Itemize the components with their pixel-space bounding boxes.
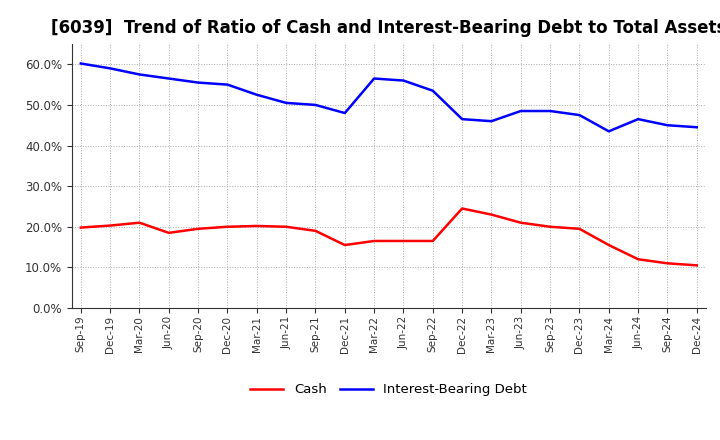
Title: [6039]  Trend of Ratio of Cash and Interest-Bearing Debt to Total Assets: [6039] Trend of Ratio of Cash and Intere… <box>51 19 720 37</box>
Interest-Bearing Debt <box>605 128 613 134</box>
Interest-Bearing Debt <box>311 102 320 107</box>
Line: Interest-Bearing Debt: Interest-Bearing Debt <box>81 63 697 131</box>
Cash <box>76 225 85 230</box>
Interest-Bearing Debt <box>223 82 232 87</box>
Cash <box>458 206 467 211</box>
Cash <box>253 224 261 229</box>
Interest-Bearing Debt <box>76 61 85 66</box>
Cash <box>546 224 554 229</box>
Interest-Bearing Debt <box>487 118 496 124</box>
Cash <box>663 260 672 266</box>
Interest-Bearing Debt <box>106 66 114 71</box>
Cash <box>164 230 173 235</box>
Interest-Bearing Debt <box>253 92 261 97</box>
Cash <box>487 212 496 217</box>
Interest-Bearing Debt <box>164 76 173 81</box>
Cash <box>194 226 202 231</box>
Interest-Bearing Debt <box>663 123 672 128</box>
Cash <box>516 220 525 225</box>
Cash <box>223 224 232 229</box>
Cash <box>341 242 349 248</box>
Interest-Bearing Debt <box>575 113 584 118</box>
Cash <box>106 223 114 228</box>
Cash <box>399 238 408 244</box>
Line: Cash: Cash <box>81 209 697 265</box>
Interest-Bearing Debt <box>135 72 144 77</box>
Cash <box>634 257 642 262</box>
Interest-Bearing Debt <box>634 117 642 122</box>
Cash <box>311 228 320 234</box>
Interest-Bearing Debt <box>399 78 408 83</box>
Legend: Cash, Interest-Bearing Debt: Cash, Interest-Bearing Debt <box>245 378 533 402</box>
Cash <box>370 238 379 244</box>
Cash <box>605 242 613 248</box>
Cash <box>135 220 144 225</box>
Interest-Bearing Debt <box>458 117 467 122</box>
Cash <box>693 263 701 268</box>
Interest-Bearing Debt <box>428 88 437 93</box>
Cash <box>282 224 290 229</box>
Interest-Bearing Debt <box>194 80 202 85</box>
Interest-Bearing Debt <box>516 108 525 114</box>
Interest-Bearing Debt <box>370 76 379 81</box>
Interest-Bearing Debt <box>282 100 290 106</box>
Interest-Bearing Debt <box>693 125 701 130</box>
Interest-Bearing Debt <box>546 108 554 114</box>
Cash <box>428 238 437 244</box>
Cash <box>575 226 584 231</box>
Interest-Bearing Debt <box>341 110 349 116</box>
